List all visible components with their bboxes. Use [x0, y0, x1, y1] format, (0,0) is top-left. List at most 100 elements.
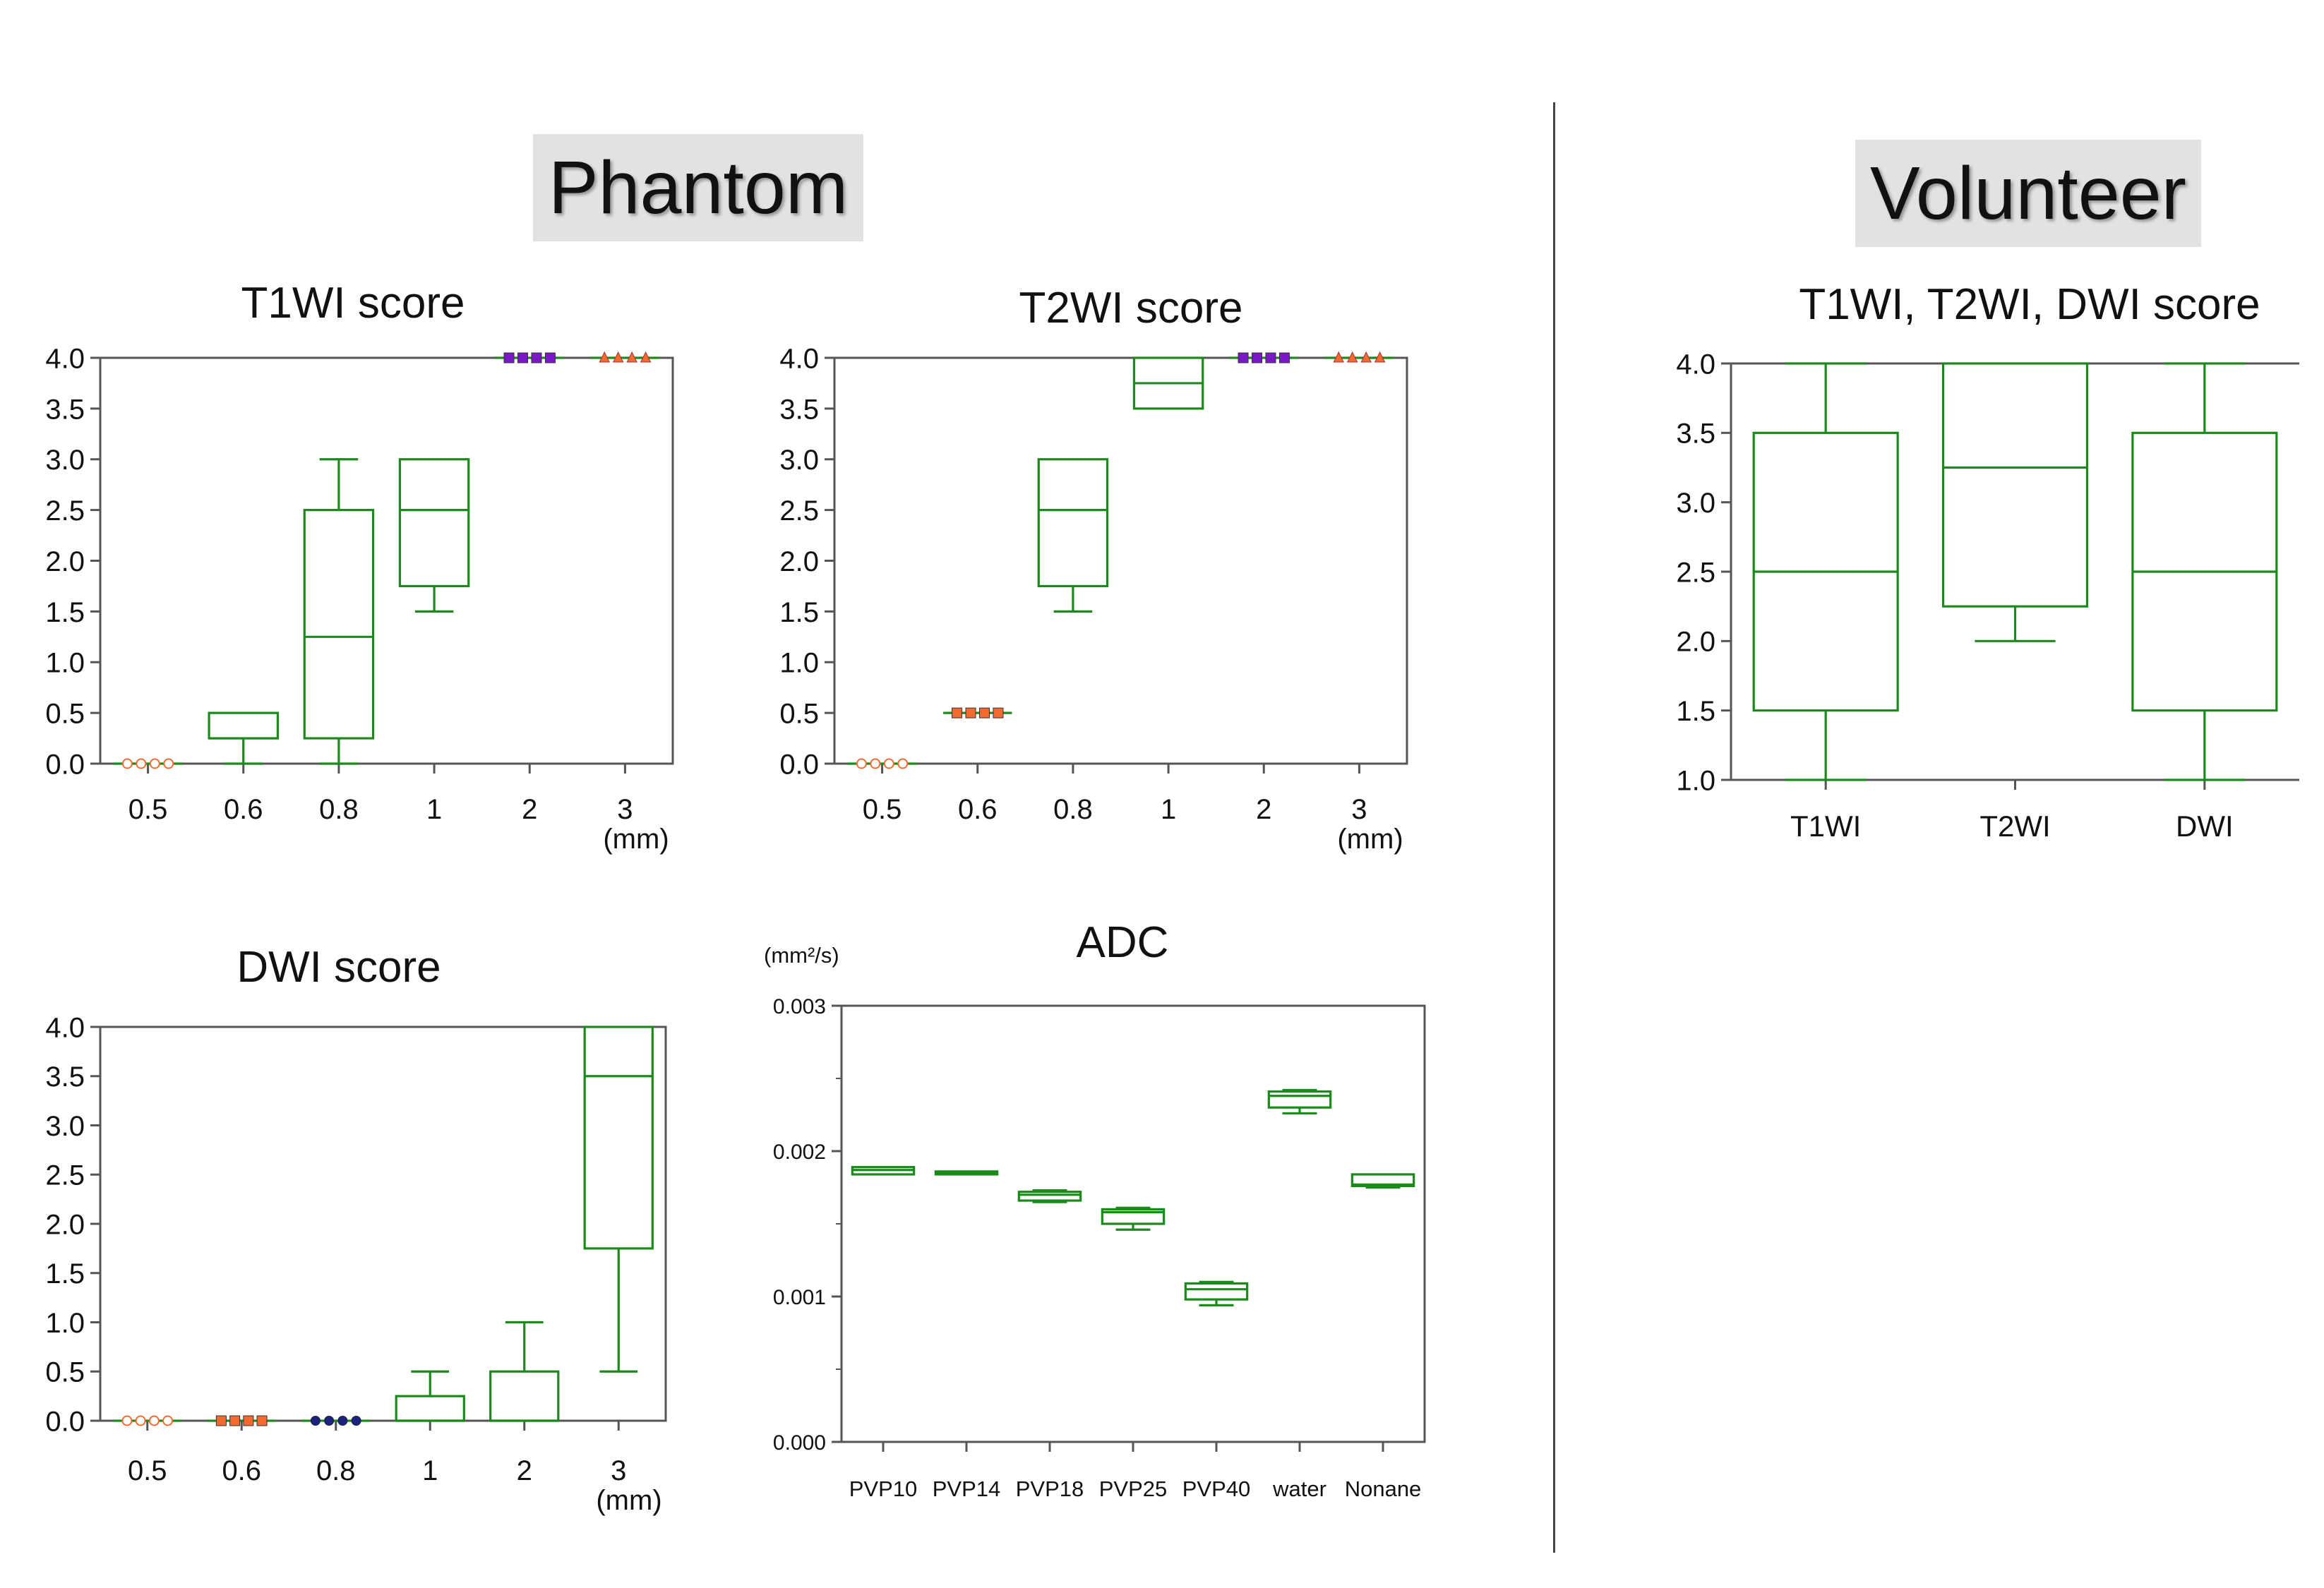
- marker-1: [897, 758, 909, 769]
- y-tick-label: 2.5: [779, 495, 819, 527]
- marker-1: [135, 1415, 146, 1426]
- dwi-score-chart: DWI score 0.0 0.5 1.0 1.5 2.0 2.5 3.0 3.5 4.0 0.5 0…: [45, 943, 667, 1516]
- marker-2: [229, 1415, 241, 1426]
- x-tick-label: water: [1272, 1476, 1326, 1501]
- box-6: [1267, 1090, 1332, 1109]
- marker-2: [993, 707, 1004, 718]
- y-tick-label: 3.5: [45, 1061, 85, 1093]
- y-tick-label: 0.5: [45, 699, 85, 730]
- x-tick-label: 1: [422, 1455, 438, 1486]
- y-tick-label: 1.0: [45, 648, 85, 679]
- marker-5: [503, 352, 515, 363]
- x-tick-label: 0.8: [1053, 794, 1093, 825]
- box-2: [934, 1170, 999, 1176]
- box-3: [1037, 458, 1109, 588]
- y-tick-label: 0.001: [773, 1286, 826, 1309]
- x-tick-label: T1WI: [1790, 810, 1861, 843]
- y-tick-label: 0.5: [779, 699, 819, 730]
- chart-title: T1WI score: [241, 279, 465, 327]
- x-tick-label: 0.6: [224, 794, 263, 825]
- box-4: [398, 458, 470, 588]
- box-7: [1350, 1173, 1415, 1188]
- y-tick-label: 3.5: [779, 394, 819, 425]
- y-tick-label: 1.0: [45, 1308, 85, 1339]
- marker-3: [324, 1416, 335, 1426]
- y-tick-label: 0.0: [779, 749, 819, 780]
- y-tick-label: 3.5: [45, 394, 85, 425]
- x-tick-label: PVP14: [933, 1476, 1001, 1501]
- marker-1: [883, 758, 894, 769]
- box-3: [303, 509, 375, 740]
- marker-1: [162, 1415, 174, 1426]
- y-tick-label: 4.0: [45, 343, 85, 374]
- y-tick-label: 2.0: [779, 546, 819, 577]
- x-tick-label: 3: [1351, 794, 1367, 825]
- x-tick-label: 0.5: [128, 794, 168, 825]
- unit-label: (mm): [596, 1485, 661, 1516]
- marker-1: [163, 758, 174, 769]
- x-tick-label: Nonane: [1345, 1476, 1422, 1501]
- marker-2: [952, 707, 963, 718]
- marker-1: [121, 758, 133, 769]
- marker-6: [599, 351, 611, 363]
- box-2: [1941, 362, 2089, 608]
- x-tick-label: 0.8: [316, 1455, 356, 1486]
- marker-2: [978, 707, 990, 718]
- marker-5: [531, 352, 542, 363]
- x-tick-label: PVP10: [849, 1476, 918, 1501]
- marker-6: [1333, 351, 1345, 363]
- marker-1: [121, 1415, 133, 1426]
- y-tick-label: 0.5: [45, 1357, 85, 1388]
- y-tick-label: 3.0: [779, 445, 819, 476]
- y-tick-label: 0.0: [45, 1406, 85, 1437]
- marker-5: [1238, 352, 1249, 363]
- t1wi-score-chart: T1WI score 0.0 0.5 1.0 1.5 2.0 2.5 3.0 3.5 4.0 0.5…: [45, 279, 674, 855]
- phantom-label: Phantom: [533, 134, 863, 241]
- y-tick-label: 1.5: [45, 1258, 85, 1289]
- y-tick-label: 3.0: [45, 445, 85, 476]
- x-tick-label: PVP18: [1016, 1476, 1084, 1501]
- marker-3: [351, 1416, 361, 1426]
- y-tick-label: 1.5: [1676, 696, 1715, 727]
- marker-5: [517, 352, 529, 363]
- x-tick-label: 0.6: [222, 1455, 261, 1486]
- unit-label: (mm): [603, 824, 669, 855]
- box-4: [395, 1395, 465, 1422]
- x-tick-label: PVP25: [1099, 1476, 1168, 1501]
- marker-2: [243, 1415, 254, 1426]
- x-tick-label: 2: [517, 1455, 532, 1486]
- plot-frame: [99, 1025, 667, 1422]
- y-tick-label: 3.5: [1676, 419, 1715, 450]
- y-tick-label: 2.5: [45, 1160, 85, 1191]
- marker-3: [337, 1416, 348, 1426]
- y-tick-label: 1.5: [45, 597, 85, 628]
- x-tick-label: 0.5: [863, 794, 902, 825]
- marker-5: [1252, 352, 1263, 363]
- x-tick-label: 2: [522, 794, 537, 825]
- x-tick-label: PVP40: [1182, 1476, 1251, 1501]
- plot-frame: [833, 356, 1408, 765]
- marker-3: [310, 1416, 321, 1426]
- y-tick-label: 2.5: [45, 495, 85, 527]
- marker-2: [215, 1415, 227, 1426]
- y-tick-label: 2.0: [45, 546, 85, 577]
- marker-1: [148, 1415, 160, 1426]
- x-tick-label: 1: [1161, 794, 1176, 825]
- marker-1: [149, 758, 160, 769]
- y-tick-label: 1.0: [779, 648, 819, 679]
- marker-6: [1374, 351, 1386, 363]
- y-tick-label: 1.0: [1676, 765, 1715, 796]
- marker-1: [136, 758, 147, 769]
- marker-2: [256, 1415, 268, 1426]
- box-5: [489, 1370, 560, 1422]
- chart-title: DWI score: [236, 943, 441, 992]
- marker-5: [544, 352, 556, 363]
- y-tick-label: 4.0: [779, 343, 819, 374]
- box-3: [1017, 1191, 1082, 1202]
- x-tick-label: 0.5: [128, 1455, 167, 1486]
- box-2: [208, 711, 280, 740]
- y-tick-label: 3.0: [45, 1111, 85, 1142]
- plot-frame: [99, 356, 674, 765]
- y-tick-label: 0.003: [773, 995, 826, 1018]
